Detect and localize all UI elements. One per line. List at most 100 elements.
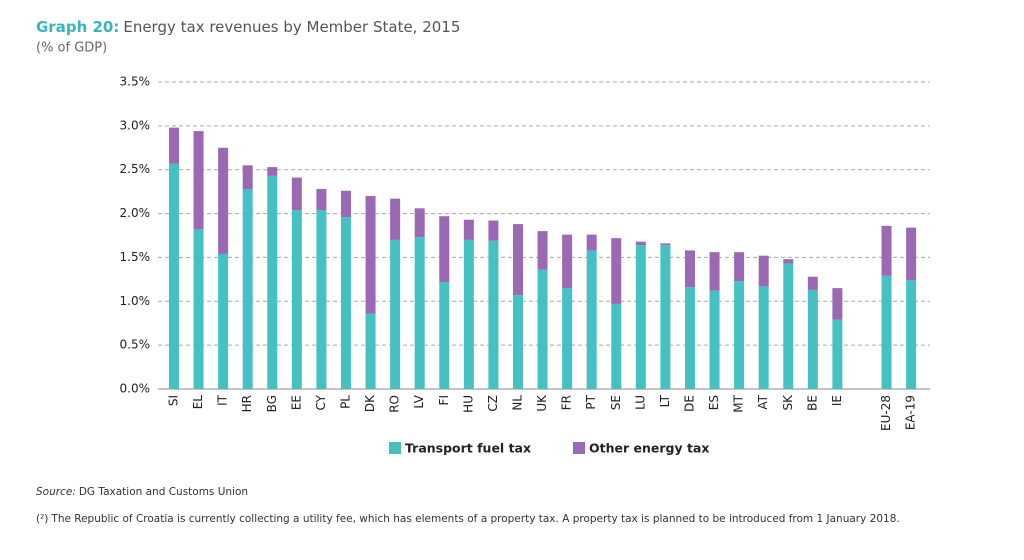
x-tick-label: HR <box>240 395 254 412</box>
footnote-marker: (²) <box>36 513 48 525</box>
source-text: DG Taxation and Customs Union <box>79 486 248 498</box>
bar-segment <box>586 250 597 389</box>
x-tick-label: PT <box>584 394 598 409</box>
x-tick-label: AT <box>756 394 770 409</box>
x-tick-label: DK <box>363 394 377 412</box>
bar-segment <box>316 210 327 389</box>
bar-segment <box>537 231 548 270</box>
bar-segment <box>193 131 204 230</box>
bar-segment <box>660 245 671 389</box>
bar-segment <box>906 280 917 389</box>
bar-segment <box>512 295 523 389</box>
bar-segment <box>512 224 523 296</box>
x-tick-label: SE <box>609 395 623 410</box>
bar-segment <box>267 167 278 176</box>
bar-segment <box>635 241 646 246</box>
x-tick-label: BG <box>265 395 279 412</box>
y-tick-label: 3.0% <box>120 118 151 132</box>
x-tick-label: FI <box>437 395 451 405</box>
y-tick-label: 2.0% <box>120 206 151 220</box>
x-tick-label: MT <box>732 394 746 412</box>
bar-segment <box>267 175 278 389</box>
x-tick-label: SI <box>166 395 180 406</box>
bar-segment <box>168 163 179 389</box>
x-tick-label: CZ <box>486 395 500 412</box>
bar-segment <box>832 288 843 320</box>
bar-segment <box>807 276 818 290</box>
bar-segment <box>439 281 450 389</box>
bar-segment <box>316 189 327 211</box>
y-tick-label: 2.5% <box>120 162 151 176</box>
x-tick-label: HU <box>461 395 475 413</box>
x-tick-label: EU-28 <box>879 395 893 431</box>
bar-segment <box>562 234 573 289</box>
x-tick-label: CY <box>314 394 328 410</box>
bar-segment <box>807 289 818 389</box>
bar-segment <box>758 255 769 287</box>
bar-segment <box>734 281 745 389</box>
x-tick-label: LV <box>412 394 426 408</box>
bar-segment <box>832 319 843 389</box>
bar-segment <box>390 239 401 389</box>
y-tick-label: 0.5% <box>120 338 151 352</box>
bar-segment <box>783 263 794 389</box>
bar-segment <box>340 217 351 389</box>
footnote: (²) The Republic of Croatia is currently … <box>36 513 900 525</box>
bar-segment <box>414 237 425 389</box>
x-tick-label: DE <box>682 395 696 412</box>
x-tick-label: PL <box>338 395 352 409</box>
bar-segment <box>906 227 917 281</box>
legend: Transport fuel tax Other energy tax <box>389 441 709 456</box>
bar-segment <box>586 234 597 251</box>
bar-segment <box>242 165 253 190</box>
bar-segment <box>709 252 720 291</box>
bar-segment <box>881 275 892 389</box>
title-text: Energy tax revenues by Member State, 201… <box>123 18 460 36</box>
x-tick-label: UK <box>535 394 549 412</box>
x-tick-label: NL <box>510 395 524 411</box>
bar-segment <box>218 253 229 389</box>
bar-segment <box>488 220 499 241</box>
bar-segment <box>562 288 573 389</box>
bar-segment <box>783 259 794 264</box>
bar-segment <box>242 189 253 389</box>
x-tick-label: IT <box>216 394 230 406</box>
bar-segment <box>537 269 548 389</box>
legend-label: Other energy tax <box>589 441 709 456</box>
y-tick-label: 1.5% <box>120 250 151 264</box>
bar-segment <box>340 190 351 218</box>
bar-segment <box>684 250 695 288</box>
x-tick-label: EA-19 <box>904 395 918 430</box>
bar-segment <box>488 240 499 389</box>
bar-segment <box>881 225 892 276</box>
bar-segment <box>168 127 179 164</box>
bar-segment <box>463 239 474 389</box>
bar-segment <box>291 210 302 389</box>
x-tick-label: ES <box>707 395 721 410</box>
legend-label: Transport fuel tax <box>405 441 531 456</box>
x-tick-label: RO <box>388 395 402 413</box>
bar-segment <box>635 245 646 389</box>
legend-swatch <box>389 442 401 454</box>
bar-segment <box>193 229 204 389</box>
x-tick-label: IE <box>830 395 844 406</box>
bar-segment <box>439 216 450 282</box>
bar-segment <box>390 198 401 240</box>
x-tick-label: SK <box>781 394 795 411</box>
bar-segment <box>611 303 622 389</box>
y-tick-label: 0.0% <box>120 382 151 396</box>
bar-segment <box>758 286 769 389</box>
chart-subtitle: (% of GDP) <box>36 41 107 56</box>
x-tick-label: FR <box>560 395 574 410</box>
source: Source: DG Taxation and Customs Union <box>36 486 248 498</box>
footnote-text: The Republic of Croatia is currently col… <box>50 513 899 525</box>
bar-segment <box>218 147 229 254</box>
chart-title: Graph 20: Energy tax revenues by Member S… <box>36 18 460 36</box>
x-tick-label: EE <box>289 395 303 410</box>
x-tick-label: LT <box>658 394 672 407</box>
x-tick-label: LU <box>633 395 647 410</box>
x-tick-label: EL <box>191 395 205 410</box>
bar-segment <box>734 252 745 282</box>
legend-swatch <box>573 442 585 454</box>
